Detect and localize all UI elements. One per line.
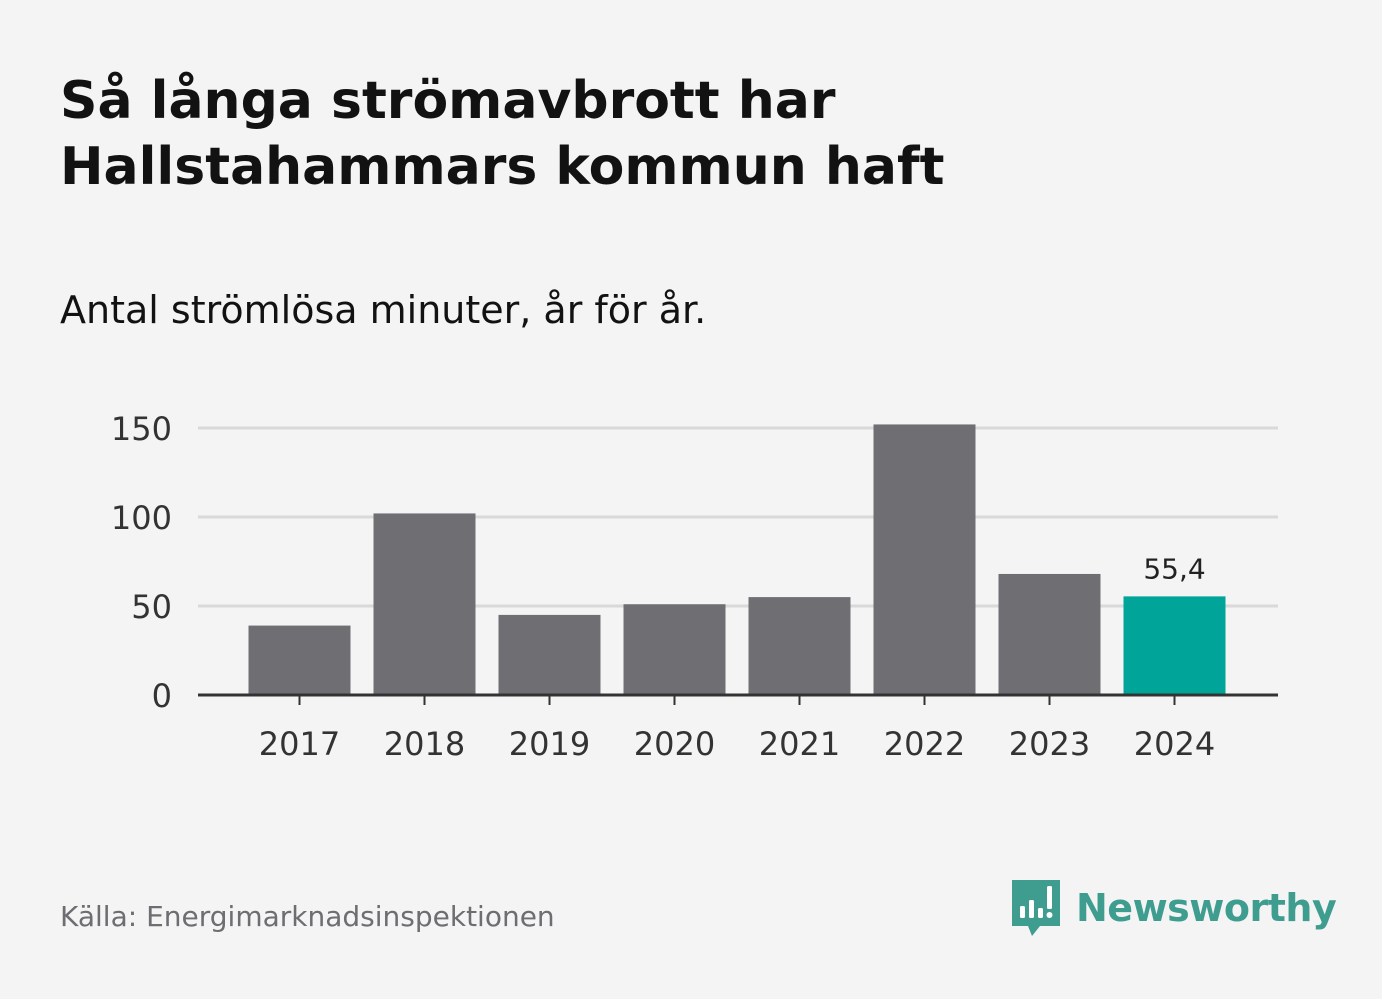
bar [498,614,601,695]
x-tick-label: 2018 [384,725,465,763]
y-tick-label: 150 [111,410,172,448]
bar [873,424,976,695]
x-tick-label: 2023 [1009,725,1090,763]
x-tick-label: 2022 [884,725,965,763]
x-tick-label: 2024 [1134,725,1215,763]
brand-name: Newsworthy [1076,886,1337,930]
x-tick-label: 2017 [259,725,340,763]
x-tick-label: 2019 [509,725,590,763]
bar [1123,596,1226,695]
newsworthy-logo-icon [1012,880,1060,936]
chart-title-line-2: Hallstahammars kommun haft [60,137,945,197]
brand-logo: Newsworthy [1010,878,1337,938]
y-tick-label: 50 [131,588,172,626]
chart-subtitle: Antal strömlösa minuter, år för år. [60,288,707,332]
bar [623,604,726,695]
bar [248,625,351,695]
chart-title-line-1: Så långa strömavbrott har [60,71,836,131]
x-tick-label: 2020 [634,725,715,763]
chart-title: Så långa strömavbrott har Hallstahammars… [60,68,1260,200]
source-note: Källa: Energimarknadsinspektionen [60,900,555,933]
x-tick-label: 2021 [759,725,840,763]
bar [748,597,851,695]
y-tick-label: 100 [111,499,172,537]
bar [998,573,1101,695]
bar [373,513,476,695]
data-label: 55,4 [1143,552,1205,585]
y-tick-label: 0 [152,677,172,715]
